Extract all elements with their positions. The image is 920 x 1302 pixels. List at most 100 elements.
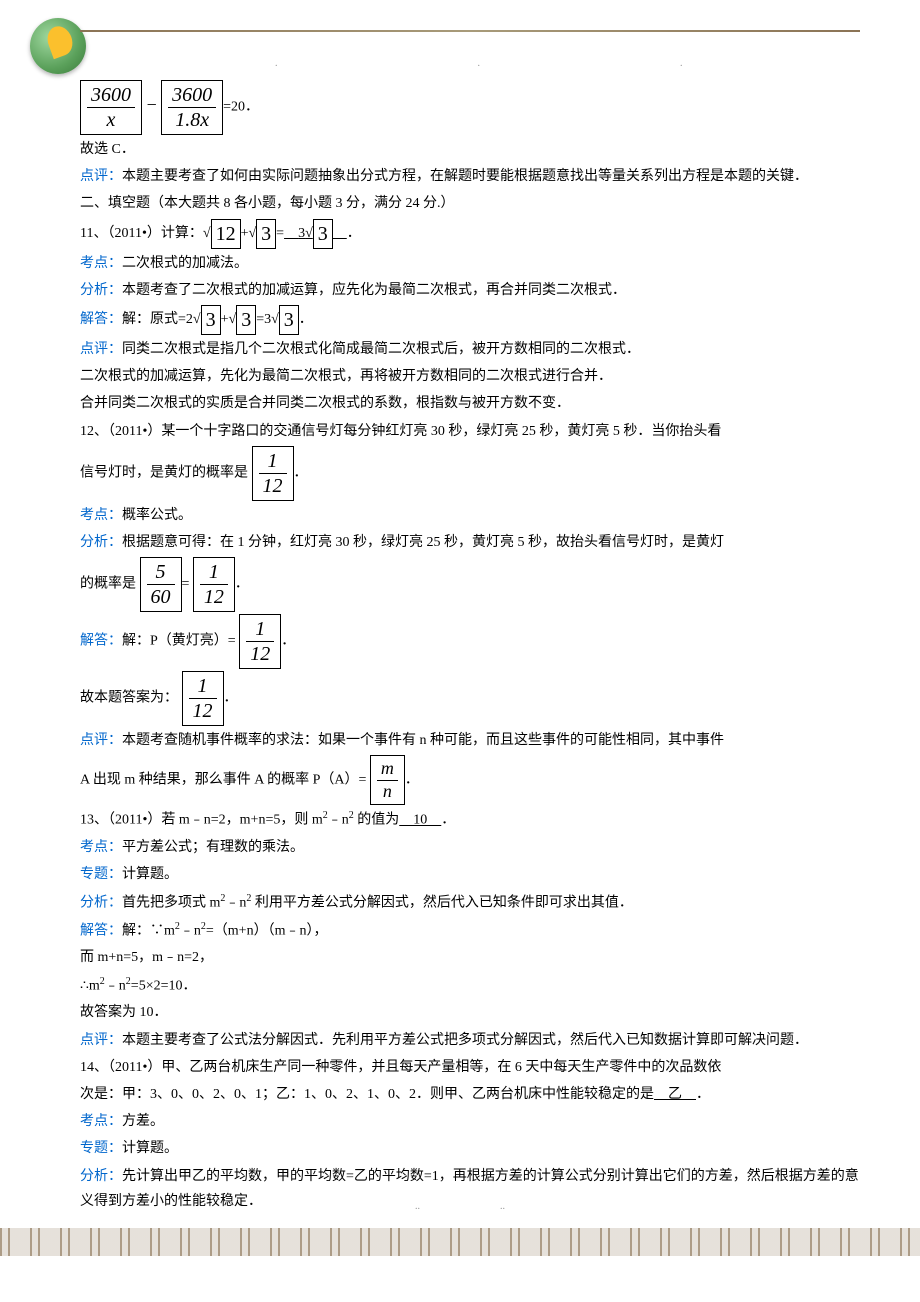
- label-dianping: 点评：: [80, 733, 122, 748]
- sqrt-value: 12: [211, 219, 241, 249]
- header-border: [80, 30, 860, 32]
- kaodian-text: 方差。: [122, 1114, 164, 1129]
- dp-text: 本题考查随机事件概率的求法：如果一个事件有 n 种可能，而且这些事件的可能性相同…: [122, 733, 724, 748]
- jieda-line: 解答：解：P（黄灯亮）= 1 12 ．: [80, 614, 860, 669]
- sqrt-value: 3: [201, 305, 221, 335]
- label-jieda: 解答：: [80, 923, 122, 938]
- jieda-line: 解答：解：原式=2√3+√3=3√3．: [80, 305, 860, 335]
- kaodian-text: 平方差公式；有理数的乘法。: [122, 840, 304, 855]
- comment-block: 点评：本题主要考查了如何由实际问题抽象出分式方程，在解题时要能根据题意找出等量关…: [80, 164, 860, 189]
- kaodian-line: 考点：概率公式。: [80, 503, 860, 528]
- label-fenxi: 分析：: [80, 535, 122, 550]
- label-zhuanti: 专题：: [80, 867, 122, 882]
- fraction: 3600 1.8x: [161, 80, 223, 135]
- sqrt-sign: √: [193, 312, 201, 327]
- zhuanti-line: 专题：计算题。: [80, 862, 860, 887]
- dianping-line: 点评：本题考查随机事件概率的求法：如果一个事件有 n 种可能，而且这些事件的可能…: [80, 728, 860, 753]
- footer-pattern: [0, 1228, 920, 1256]
- dp-text: 合并同类二次根式的实质是合并同类二次根式的系数，根指数与被开方数不变．: [80, 391, 860, 416]
- answer-line: 故本题答案为： 1 12 ．: [80, 671, 860, 726]
- question-14-line1: 14、（2011•）甲、乙两台机床生产同一种零件，并且每天产量相等，在 6 天中…: [80, 1055, 860, 1080]
- kaodian-line: 考点：二次根式的加减法。: [80, 251, 860, 276]
- label-kaodian: 考点：: [80, 840, 122, 855]
- kaodian-text: 概率公式。: [122, 508, 192, 523]
- header-dot: .: [275, 55, 278, 73]
- jieda-step: 故答案为 10．: [80, 1000, 860, 1025]
- sqrt-sign: √: [203, 226, 211, 241]
- operator: −: [146, 95, 158, 115]
- sqrt-sign: √: [248, 226, 256, 241]
- label-jieda: 解答：: [80, 312, 122, 327]
- label-fenxi: 分析：: [80, 283, 122, 298]
- jieda-pre: 解：原式=2: [122, 312, 193, 327]
- dianping-line: 点评：同类二次根式是指几个二次根式化简成最简二次根式后，被开方数相同的二次根式．: [80, 337, 860, 362]
- footer-dot: ..: [415, 1198, 420, 1216]
- fenxi-line: 分析：本题考查了二次根式的加减运算，应先化为最简二次根式，再合并同类二次根式．: [80, 278, 860, 303]
- dp-text: 同类二次根式是指几个二次根式化简成最简二次根式后，被开方数相同的二次根式．: [122, 342, 640, 357]
- question-14-line2: 次是：甲：3、0、0、2、0、1；乙：1、0、2、1、0、2．则甲、乙两台机床中…: [80, 1082, 860, 1107]
- sqrt-value: 3: [279, 305, 299, 335]
- question-11: 11、（2011•）计算：√12+√3= 3√3 ．: [80, 219, 860, 249]
- fraction: 1 12: [239, 614, 281, 669]
- fenxi-line2: 的概率是 5 60 = 1 12 ．: [80, 557, 860, 612]
- zt-text: 计算题。: [122, 1141, 178, 1156]
- fraction: 1 12: [252, 446, 294, 501]
- header-dot: .: [478, 55, 481, 73]
- label-fenxi: 分析：: [80, 895, 122, 910]
- zt-text: 计算题。: [122, 867, 178, 882]
- answer-blank: 乙: [654, 1087, 696, 1102]
- sqrt-value: 3: [256, 219, 276, 249]
- eq: =: [276, 226, 284, 241]
- fraction: 1 12: [193, 557, 235, 612]
- header-dot: .: [680, 55, 683, 73]
- fraction: m n: [370, 755, 405, 805]
- label-zhuanti: 专题：: [80, 1141, 122, 1156]
- eq-tail: =20．: [223, 100, 259, 115]
- label-dianping: 点评：: [80, 1033, 122, 1048]
- sqrt-value: 3: [313, 219, 333, 249]
- fx-pre: 的概率是: [80, 577, 136, 592]
- label-dianping: 点评：: [80, 342, 122, 357]
- fenxi-text: 根据题意可得：在 1 分钟，红灯亮 30 秒，绿灯亮 25 秒，黄灯亮 5 秒，…: [122, 535, 724, 550]
- tail: ．: [347, 226, 361, 241]
- sqrt-sign: √: [229, 312, 237, 327]
- sqrt-sign: √: [271, 312, 279, 327]
- ans-pre: 故本题答案为：: [80, 691, 178, 706]
- answer-blank: 3√3: [284, 226, 347, 241]
- label-kaodian: 考点：: [80, 1114, 122, 1129]
- content-body: 3600 x − 3600 1.8x =20． 故选 C． 点评：本题主要考查了…: [80, 80, 860, 1214]
- label-comment: 点评：: [80, 169, 122, 184]
- jd-pre: 解：P（黄灯亮）=: [122, 634, 236, 649]
- q12-pre: 信号灯时，是黄灯的概率是: [80, 465, 248, 480]
- jieda-step: ∴m2﹣n2=5×2=10．: [80, 973, 860, 999]
- dp-text: 本题主要考查了公式法分解因式．先利用平方差公式把多项式分解因式，然后代入已知数据…: [122, 1033, 808, 1048]
- header-dots: . . .: [275, 55, 860, 73]
- kaodian-line: 考点：平方差公式；有理数的乘法。: [80, 835, 860, 860]
- jieda-step: 而 m+n=5，m﹣n=2，: [80, 945, 860, 970]
- kaodian-line: 考点：方差。: [80, 1109, 860, 1134]
- label-kaodian: 考点：: [80, 508, 122, 523]
- footer-dot: ..: [500, 1198, 505, 1216]
- dp-pre: A 出现 m 种结果，那么事件 A 的概率 P（A）=: [80, 773, 366, 788]
- answer-line: 故选 C．: [80, 137, 860, 162]
- fraction: 1 12: [182, 671, 224, 726]
- answer-blank: 10: [399, 813, 441, 828]
- jieda-line: 解答：解：∵m2﹣n2=（m+n）（m﹣n），: [80, 918, 860, 944]
- fraction: 5 60: [140, 557, 182, 612]
- dp-text: 二次根式的加减运算，先化为最简二次根式，再将被开方数相同的二次根式进行合并．: [80, 364, 860, 389]
- fenxi-line: 分析：根据题意可得：在 1 分钟，红灯亮 30 秒，绿灯亮 25 秒，黄灯亮 5…: [80, 530, 860, 555]
- fraction: 3600 x: [80, 80, 142, 135]
- equation-line: 3600 x − 3600 1.8x =20．: [80, 80, 860, 135]
- dianping-line: 点评：本题主要考查了公式法分解因式．先利用平方差公式把多项式分解因式，然后代入已…: [80, 1028, 860, 1053]
- zhuanti-line: 专题：计算题。: [80, 1136, 860, 1161]
- kaodian-text: 二次根式的加减法。: [122, 256, 248, 271]
- tail: ．: [294, 465, 308, 480]
- q11-pre: 11、（2011•）计算：: [80, 226, 203, 241]
- page-container: . . . 3600 x − 3600 1.8x =20． 故选 C． 点评：本…: [0, 0, 920, 1256]
- comment-text: 本题主要考查了如何由实际问题抽象出分式方程，在解题时要能根据题意找出等量关系列出…: [122, 169, 808, 184]
- sqrt-sign: √: [305, 226, 313, 241]
- question-12-line2: 信号灯时，是黄灯的概率是 1 12 ．: [80, 446, 860, 501]
- question-13: 13、（2011•）若 m﹣n=2，m+n=5，则 m2﹣n2 的值为 10 ．: [80, 807, 860, 833]
- sqrt-value: 3: [236, 305, 256, 335]
- fenxi-line: 分析：首先把多项式 m2﹣n2 利用平方差公式分解因式，然后代入已知条件即可求出…: [80, 890, 860, 916]
